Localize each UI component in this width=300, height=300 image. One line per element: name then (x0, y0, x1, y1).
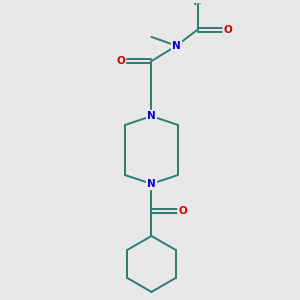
Text: N: N (172, 41, 181, 51)
Text: O: O (224, 25, 233, 34)
Text: N: N (147, 179, 156, 189)
Text: N: N (147, 111, 156, 121)
Text: O: O (178, 206, 188, 216)
Text: O: O (116, 56, 125, 66)
